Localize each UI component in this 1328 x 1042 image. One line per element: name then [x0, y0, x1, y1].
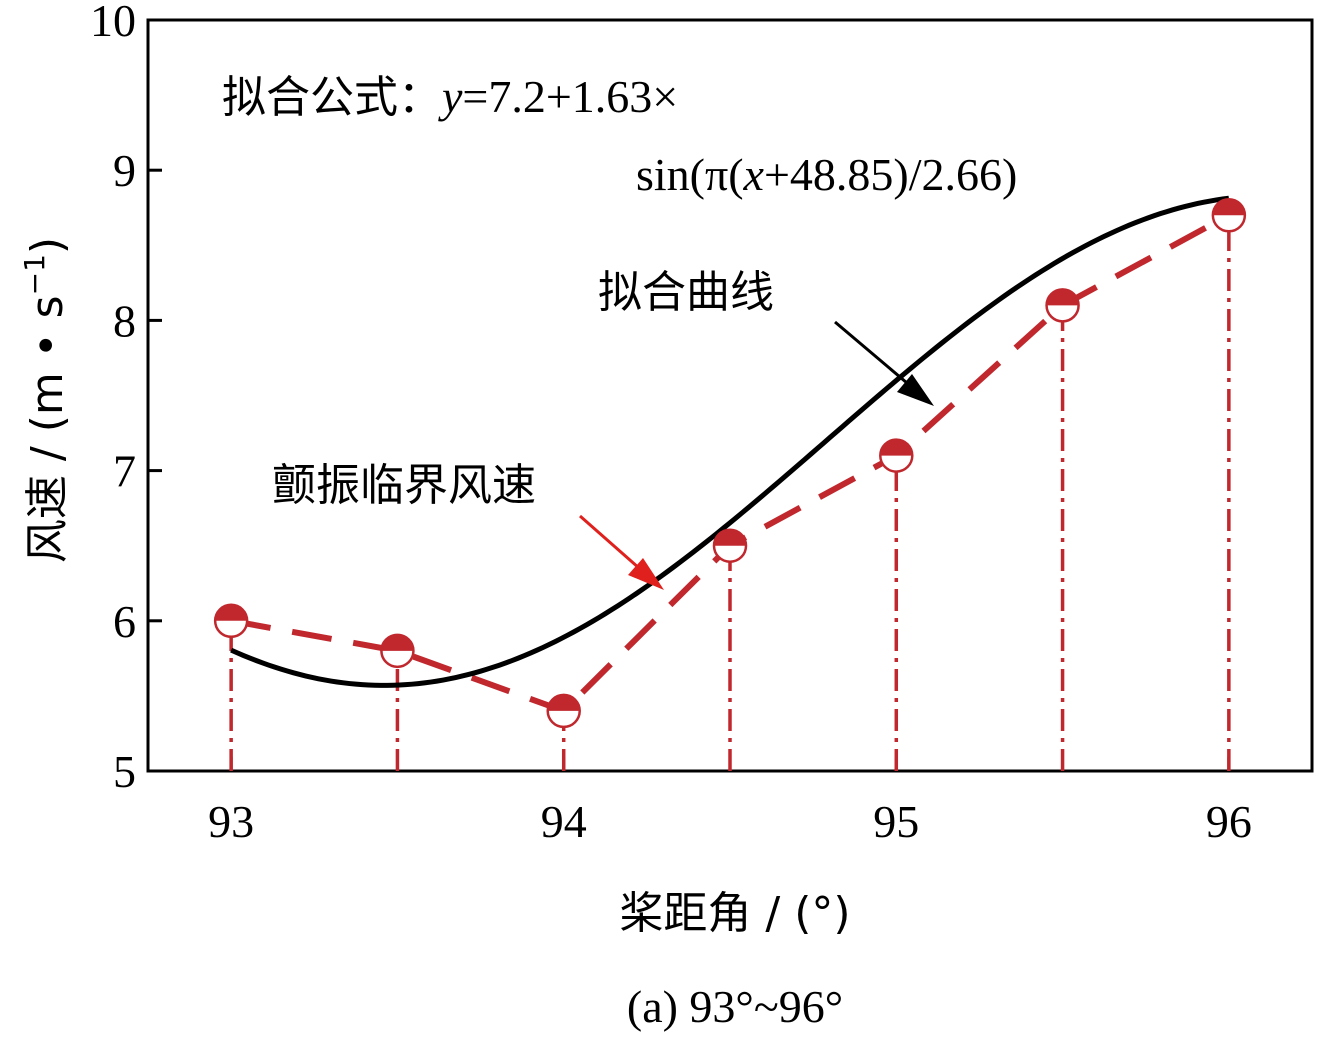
- marker-fill: [215, 604, 248, 621]
- arrowhead-critical-speed: [628, 558, 664, 590]
- critical-speed-point: [1211, 198, 1247, 233]
- x-axis-title: 桨距角 / (°): [619, 888, 850, 939]
- fit-curve-series: [230, 195, 1230, 688]
- critical-speed-point: [712, 528, 748, 563]
- formula-line-1: 拟合公式：y=7.2+1.63×: [222, 71, 678, 123]
- x-tick-label: 95: [873, 796, 919, 847]
- y-tick-label: 9: [113, 145, 136, 196]
- critical-speed-point: [1045, 288, 1080, 323]
- marker-fill: [1212, 199, 1245, 216]
- y-axis-title: 风速 / (m • s−1): [18, 237, 73, 563]
- drop-lines: [229, 229, 1231, 771]
- critical-speed-point: [213, 603, 249, 639]
- critical-speed-point: [879, 438, 914, 473]
- y-tick-label: 10: [90, 0, 136, 46]
- y-tick-label: 5: [113, 746, 136, 797]
- annotation-fit-curve: 拟合曲线: [598, 267, 774, 318]
- marker-fill: [880, 439, 913, 456]
- y-tick-label: 6: [113, 596, 136, 647]
- marker-fill: [547, 694, 580, 711]
- marker-fill: [381, 634, 414, 651]
- y-tick-label: 8: [113, 295, 136, 346]
- critical-speed-point: [380, 633, 415, 669]
- formula-line-2: sin(π(x+48.85)/2.66): [636, 149, 1017, 200]
- figure-caption: (a) 93°~96°: [627, 981, 843, 1032]
- annotation-critical-speed: 颤振临界风速: [272, 460, 536, 511]
- critical-speed-point: [546, 693, 581, 729]
- x-tick-label: 94: [541, 796, 587, 847]
- marker-fill: [714, 529, 746, 546]
- marker-fill: [1046, 289, 1079, 306]
- x-tick-label: 96: [1206, 796, 1252, 847]
- axis-ticks: 93 94 95 96 5 6 7 8 9 10: [90, 0, 1252, 847]
- critical-speed-markers: [213, 198, 1247, 729]
- fit-curve-line: [230, 195, 1230, 688]
- arrowhead-fit-curve: [897, 374, 934, 406]
- y-tick-label: 7: [113, 446, 136, 497]
- x-tick-label: 93: [208, 796, 254, 847]
